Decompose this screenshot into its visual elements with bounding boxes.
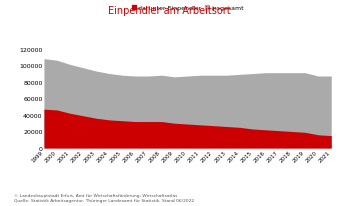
Text: Einpendler am Arbeitsort: Einpendler am Arbeitsort: [108, 6, 230, 16]
Text: © Landeshauptstadt Erfurt, Amt für Wirtschaftsförderung, Wirtschaftsatlas
Quelle: © Landeshauptstadt Erfurt, Amt für Wirts…: [14, 193, 194, 202]
Legend: darunter Einpendler, insgesamt: darunter Einpendler, insgesamt: [129, 4, 246, 14]
